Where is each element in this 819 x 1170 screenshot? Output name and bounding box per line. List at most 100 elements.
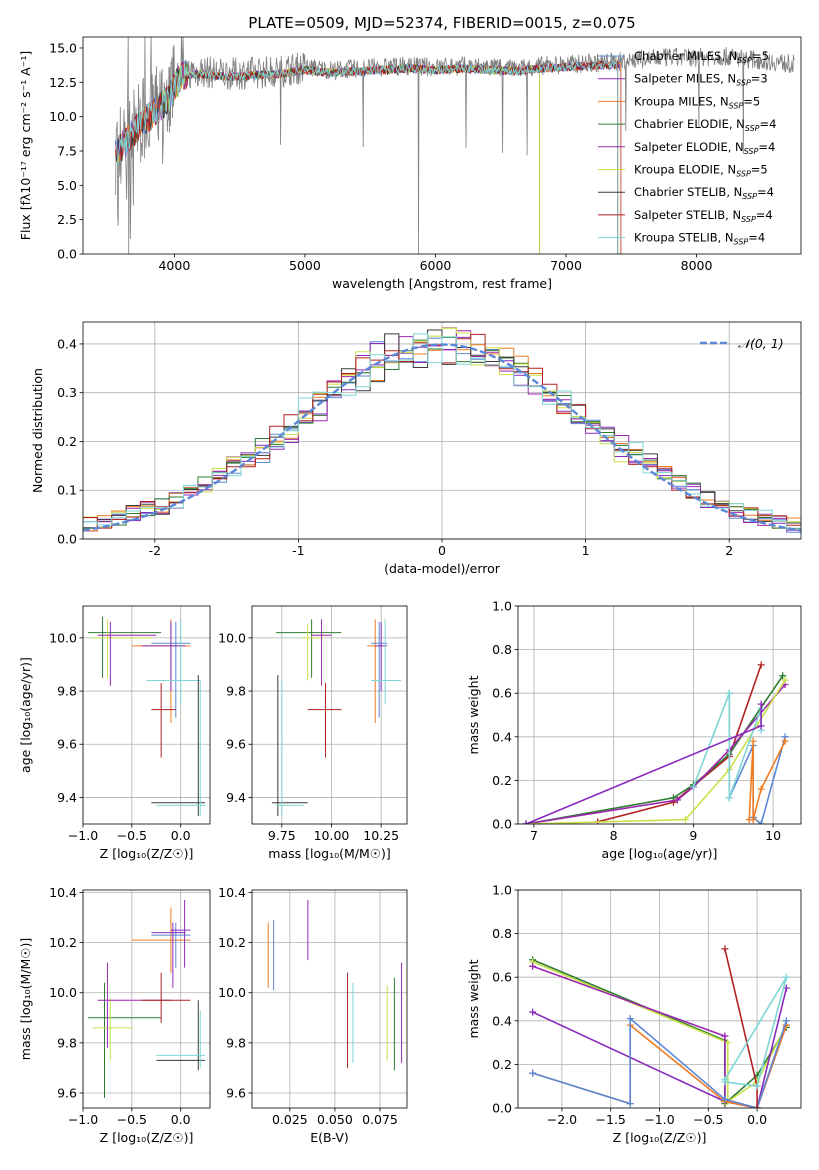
weight-line-5 <box>532 1016 788 1108</box>
y-tick-label: 15.0 <box>49 40 77 55</box>
x-tick-label: −0.5 <box>117 828 147 843</box>
x-tick-label: −0.5 <box>117 1112 147 1127</box>
weight-marker <box>781 737 789 745</box>
plot-area <box>529 945 790 1108</box>
gaussian-curve <box>83 343 801 532</box>
y-tick-label: 0.2 <box>492 1057 512 1072</box>
x-tick-label: 0.050 <box>317 1112 353 1127</box>
legend-tail: =4 <box>758 140 775 154</box>
y-axis-label: mass weight <box>466 675 481 754</box>
y-tick-label: 0.6 <box>492 686 512 701</box>
weight-marker <box>779 672 787 680</box>
axes-5: −1.0 −0.5 0.0 9.6 9.8 10.0 10.2 10.4 Z [log₁₀(Z/… <box>18 885 211 1145</box>
y-tick-label: 0.2 <box>492 773 512 788</box>
x-tick-label: −1.5 <box>596 1112 626 1127</box>
legend-sub: SSP <box>744 147 759 156</box>
legend-tail: =4 <box>756 208 773 222</box>
weight-line-7 <box>724 976 788 1088</box>
axes-frame <box>251 889 408 1109</box>
weight-marker <box>757 820 765 824</box>
weight-marker <box>749 816 757 824</box>
axes-3: 9.75 10.00 10.25 9.4 9.6 9.8 10.0 mass [log₁₀(M… <box>218 605 408 861</box>
x-tick-label: −1.0 <box>644 1112 674 1127</box>
y-tick-label: 10.4 <box>49 885 77 900</box>
plot-area <box>87 616 206 817</box>
model-spectrum-2 <box>115 59 622 254</box>
weight-marker <box>725 689 733 697</box>
axes-frame <box>82 605 211 825</box>
legend-entry: Chabrier ELODIE, NSSP=4 <box>634 117 776 133</box>
y-tick-label: 1.0 <box>492 599 512 614</box>
y-tick-label: 9.8 <box>57 684 77 699</box>
weight-marker <box>757 661 765 669</box>
legend-label: Chabrier MILES, N <box>634 49 737 63</box>
x-tick-label: 10.25 <box>363 828 399 843</box>
x-tick-label: −1.0 <box>68 828 98 843</box>
x-tick-label: 10 <box>765 828 781 843</box>
y-axis-label: mass [log₁₀(M/M☉)] <box>18 938 33 1060</box>
x-axis-label: Z [log₁₀(Z/Z☉)] <box>613 1130 707 1145</box>
legend-label: Chabrier ELODIE, N <box>634 117 745 131</box>
weight-marker <box>681 816 689 824</box>
y-tick-label: 9.8 <box>226 684 246 699</box>
histogram-8 <box>83 333 801 539</box>
y-tick-label: 9.6 <box>226 1085 246 1100</box>
weight-marker <box>782 973 790 981</box>
legend-tail: =3 <box>751 72 768 86</box>
x-tick-label: 0.025 <box>272 1112 308 1127</box>
grid <box>82 890 210 1108</box>
legend-sub: SSP <box>736 170 751 179</box>
y-tick-label: 0.0 <box>57 247 77 262</box>
x-tick-label: 7 <box>530 828 538 843</box>
legend-entry: Kroupa STELIB, NSSP=4 <box>634 231 765 247</box>
weight-marker <box>749 737 757 745</box>
y-tick-label: 0.8 <box>492 926 512 941</box>
y-tick-label: 10.2 <box>49 935 77 950</box>
y-tick-label: 0.2 <box>57 434 77 449</box>
x-axis-label: mass [log₁₀(M/M☉)] <box>268 846 390 861</box>
y-tick-label: 0.4 <box>57 336 77 351</box>
axes-frame <box>517 889 802 1109</box>
legend-sub: SSP <box>736 79 751 88</box>
plot-area <box>267 900 403 1071</box>
legend-tail: =5 <box>752 49 769 63</box>
weight-marker <box>757 700 765 708</box>
axes-frame <box>517 605 802 825</box>
legend-label: Salpeter MILES, N <box>634 72 736 86</box>
legend-sub: SSP <box>734 238 749 247</box>
y-tick-label: 10.0 <box>49 109 77 124</box>
y-tick-label: 9.4 <box>226 790 246 805</box>
y-tick-label: 10.2 <box>218 935 246 950</box>
legend-tail: =5 <box>743 94 760 108</box>
x-axis-label: (data-model)/error <box>384 561 501 576</box>
axes-2: −1.0 −0.5 0.0 9.4 9.6 9.8 10.0 Z [log₁₀(Z/Z☉)] a… <box>18 605 211 861</box>
weight-marker <box>673 796 681 804</box>
y-tick-label: 0.0 <box>492 1101 512 1116</box>
weight-marker <box>753 1082 761 1090</box>
legend-label: Kroupa ELODIE, N <box>634 163 736 177</box>
y-tick-label: 10.4 <box>218 885 246 900</box>
x-tick-label: 10.00 <box>314 828 350 843</box>
y-tick-label: 9.8 <box>226 1035 246 1050</box>
weight-marker <box>757 722 765 730</box>
legend-tail: =4 <box>757 185 774 199</box>
y-tick-label: 10.0 <box>49 985 77 1000</box>
weight-marker <box>757 785 765 793</box>
weight-marker <box>529 962 537 970</box>
weight-marker <box>753 1104 761 1108</box>
grid <box>252 606 407 824</box>
weight-marker <box>529 1008 537 1016</box>
y-tick-label: 0.0 <box>57 532 77 547</box>
plot-area <box>87 900 206 1098</box>
weight-marker <box>725 794 733 802</box>
y-tick-label: 1.0 <box>492 883 512 898</box>
x-tick-label: 6000 <box>420 258 452 273</box>
x-axis-label: Z [log₁₀(Z/Z☉)] <box>100 1130 194 1145</box>
grid <box>252 890 407 1108</box>
x-tick-label: 7000 <box>550 258 582 273</box>
weight-marker <box>689 783 697 791</box>
x-tick-label: −2.0 <box>547 1112 577 1127</box>
legend-sub: SSP <box>741 215 756 224</box>
